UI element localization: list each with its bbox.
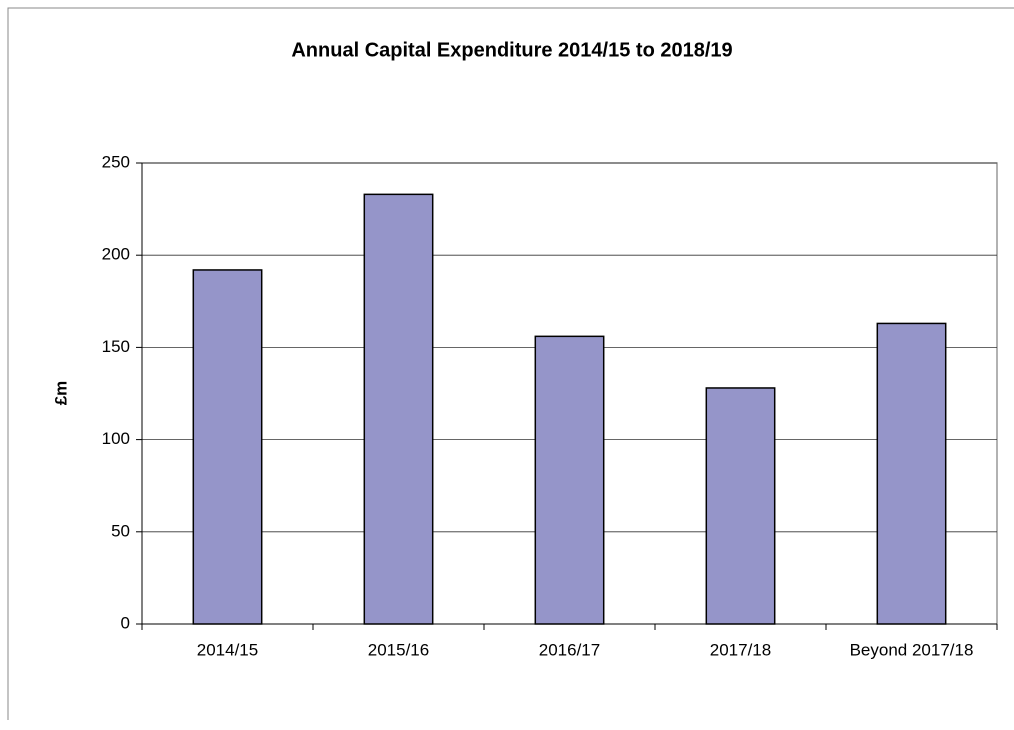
x-tick-label: 2017/18 bbox=[710, 640, 771, 659]
y-tick-label: 0 bbox=[121, 613, 130, 632]
y-tick-label: 100 bbox=[102, 429, 130, 448]
x-tick-label: 2014/15 bbox=[197, 640, 258, 659]
y-tick-label: 250 bbox=[102, 152, 130, 171]
frame bbox=[7, 7, 1014, 720]
chart-title: Annual Capital Expenditure 2014/15 to 20… bbox=[291, 39, 732, 61]
bar bbox=[876, 322, 947, 625]
y-tick-label: 150 bbox=[102, 337, 130, 356]
y-tick-label: 200 bbox=[102, 245, 130, 264]
x-tick-label: 2015/16 bbox=[368, 640, 429, 659]
y-tick-label: 50 bbox=[111, 521, 130, 540]
bar bbox=[534, 335, 605, 625]
x-tick-label: Beyond 2017/18 bbox=[850, 640, 974, 659]
bar bbox=[705, 387, 776, 625]
bar bbox=[363, 193, 434, 625]
x-tick-label: 2016/17 bbox=[539, 640, 600, 659]
bar bbox=[192, 269, 263, 625]
y-axis-label: £m bbox=[51, 381, 70, 406]
